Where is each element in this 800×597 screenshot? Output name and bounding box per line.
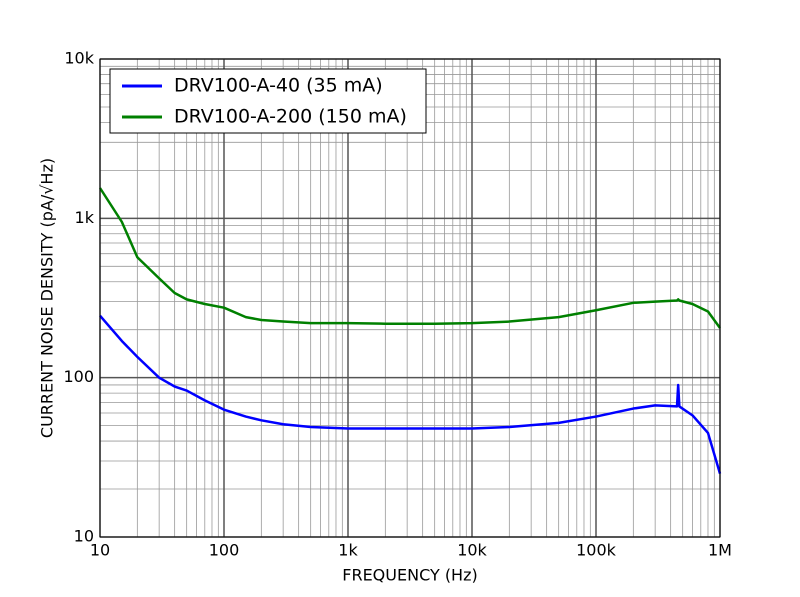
series-line: [99, 314, 722, 474]
x-tick-label: 100: [209, 541, 240, 560]
legend-label: DRV100-A-40 (35 mA): [174, 75, 383, 97]
plot-lines: [98, 187, 722, 474]
legend-box: [109, 68, 427, 134]
x-tick-label: 1k: [338, 541, 358, 560]
plot-frame: [99, 58, 721, 538]
y-tick-label: 1k: [75, 208, 95, 227]
x-tick-label: 100k: [576, 541, 617, 560]
y-axis-label: CURRENT NOISE DENSITY (pA/√Hz): [38, 158, 57, 438]
y-tick-label: 10k: [64, 49, 94, 68]
y-tick-label: 100: [63, 367, 94, 386]
x-axis-label: FREQUENCY (Hz): [342, 566, 477, 585]
legend-label: DRV100-A-200 (150 mA): [174, 106, 407, 128]
tick-labels: 10 100 1k 10k 100k 1M 10 100 1k 10k: [63, 49, 732, 560]
grid: [99, 58, 721, 538]
legend: DRV100-A-40 (35 mA) DRV100-A-200 (150 mA): [109, 68, 427, 134]
x-tick-label: 10k: [457, 541, 487, 560]
y-tick-label: 10: [74, 527, 94, 546]
x-tick-label: 10: [90, 541, 110, 560]
series-line: [98, 187, 722, 329]
x-tick-label: 1M: [708, 541, 732, 560]
